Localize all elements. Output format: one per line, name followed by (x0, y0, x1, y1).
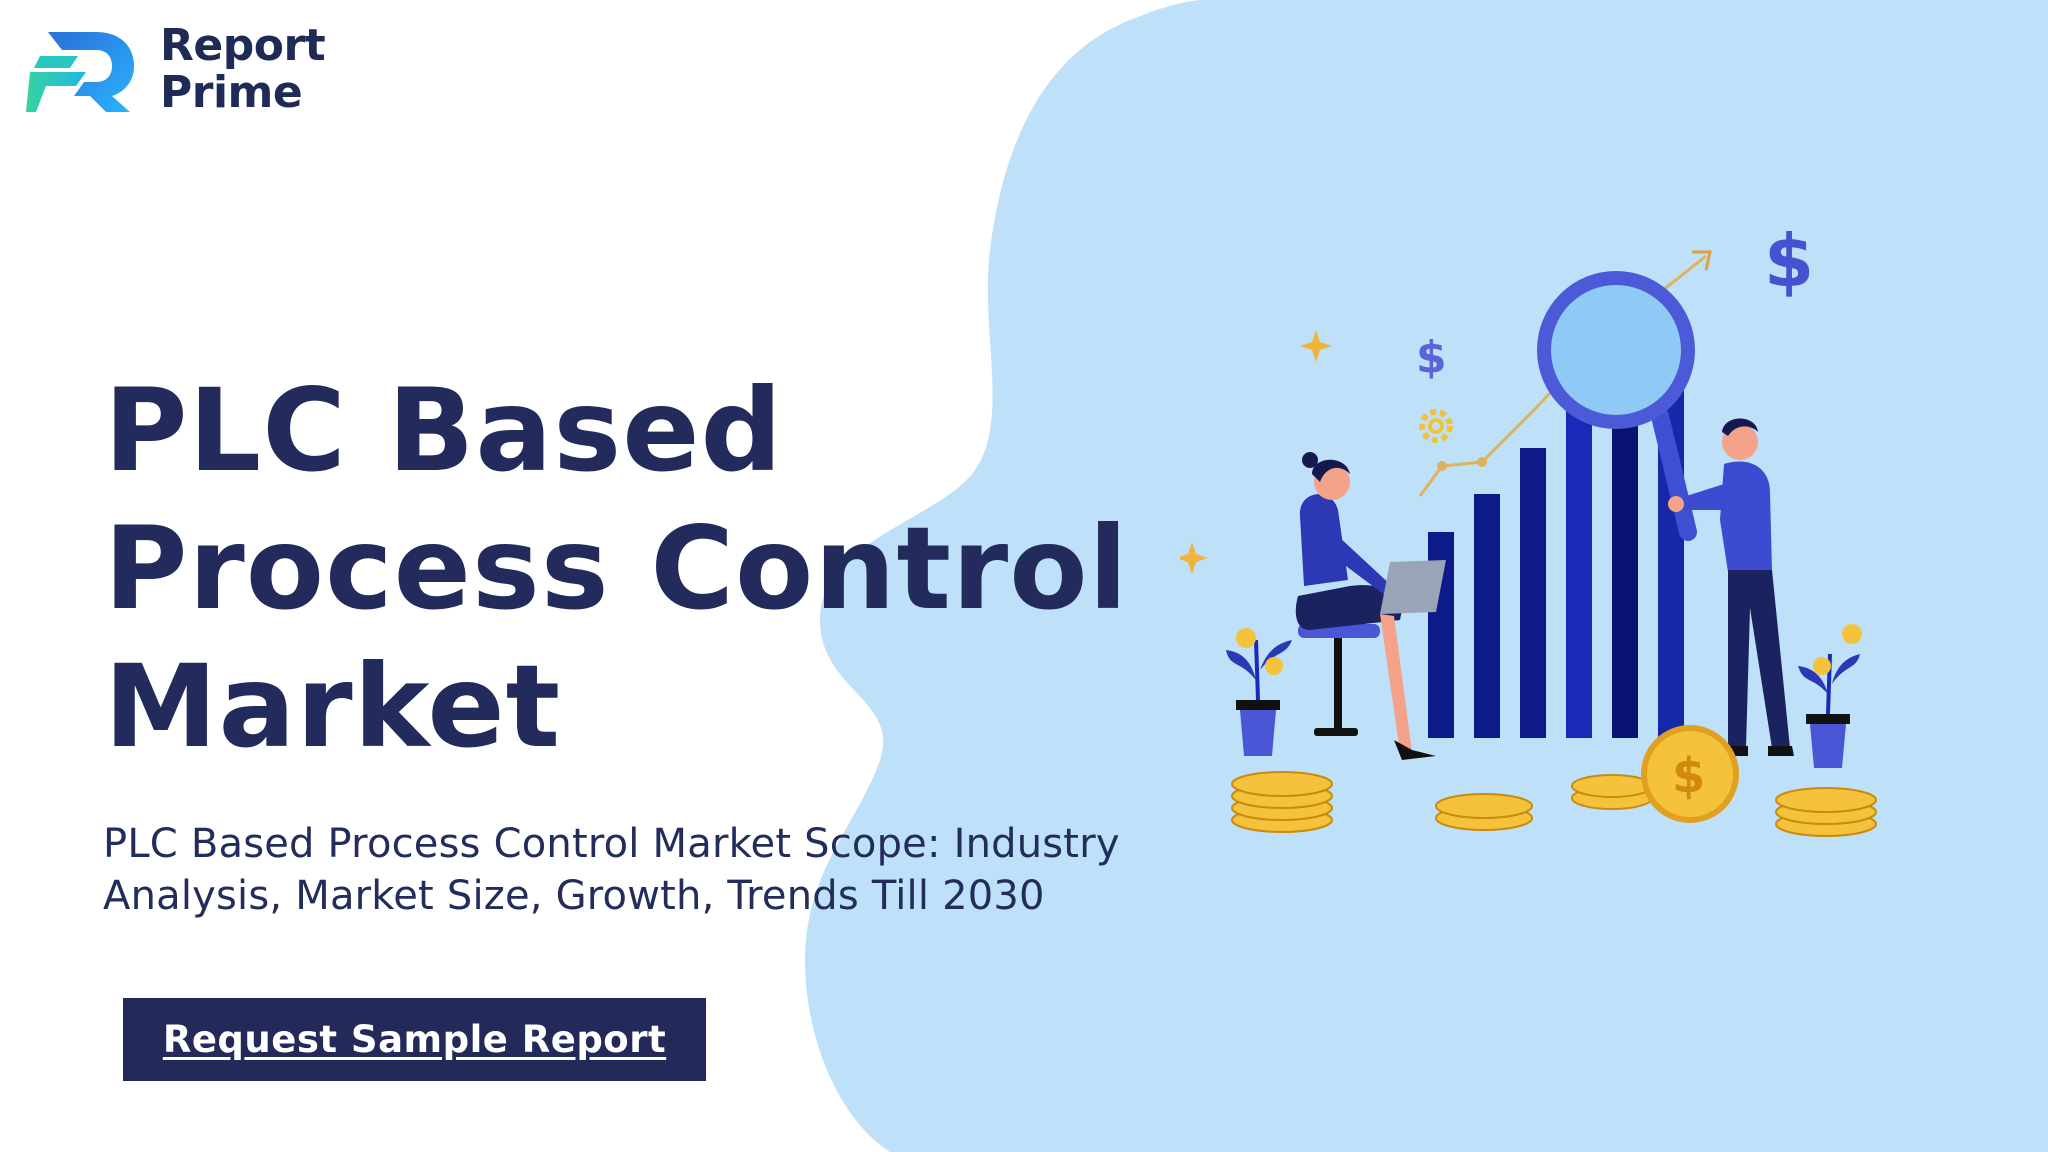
page-subtitle-line1: PLC Based Process Control Market Scope: … (103, 821, 1120, 867)
sparkle-icon (1180, 330, 1332, 574)
dollar-sign-icon: $ (1416, 332, 1447, 383)
plant-icon (1226, 628, 1292, 756)
gear-icon (1419, 409, 1453, 443)
man-figure-icon (1668, 418, 1794, 756)
plant-icon (1798, 624, 1862, 768)
trend-point-icon (1437, 457, 1487, 471)
dollar-coin-icon: $ (1641, 725, 1739, 823)
page-title-line2: Process Control (104, 502, 1129, 635)
brand-logo[interactable]: Report Prime (26, 22, 346, 122)
report-prime-logo-icon (26, 32, 134, 112)
market-analysis-illustration: $ $ (1180, 220, 1877, 837)
page-subtitle-line2: Analysis, Market Size, Growth, Trends Ti… (103, 873, 1045, 919)
coin-stack-icon (1231, 771, 1877, 837)
page-subtitle: PLC Based Process Control Market Scope: … (103, 818, 1253, 922)
svg-text:$: $ (1672, 748, 1705, 804)
brand-name-line1: Report (160, 20, 326, 71)
page-title: PLC Based Process Control Market (104, 362, 1204, 776)
request-sample-report-button[interactable]: Request Sample Report (123, 998, 706, 1081)
page-title-line3: Market (104, 640, 562, 773)
dollar-sign-icon: $ (1764, 220, 1814, 303)
magnifier-icon (1537, 271, 1697, 541)
brand-name: Report Prime (160, 20, 326, 118)
page-title-line1: PLC Based (104, 364, 784, 497)
woman-figure-icon (1295, 452, 1446, 760)
brand-name-line2: Prime (160, 67, 303, 118)
